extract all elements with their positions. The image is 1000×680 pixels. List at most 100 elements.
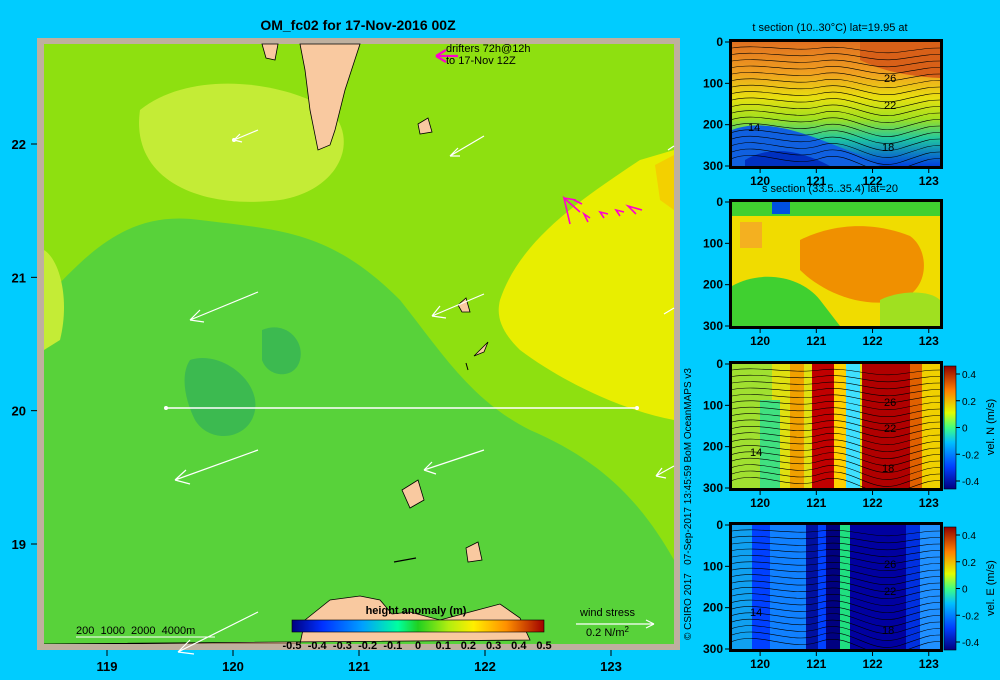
credit-text: © CSIRO 2017 07-Sep-2017 13:45:59 BoM Oc… [683, 368, 694, 640]
isotherm [732, 593, 940, 606]
map-y-tick-label: 20 [12, 404, 26, 419]
isotherm [732, 78, 940, 88]
colorbar-tick-label: -0.3 [333, 640, 352, 652]
t-contour-label: 14 [748, 122, 760, 134]
map-x-tick-label: 123 [600, 659, 622, 674]
colorbar-tick-label: -0.4 [962, 477, 980, 488]
isotherm [732, 638, 940, 649]
section-x-tick-label: 121 [806, 496, 826, 510]
s-section-salty [800, 226, 924, 303]
vel-n-contours [732, 368, 940, 488]
vel-e-colorbar-label: vel. E (m/s) [985, 560, 997, 616]
colorbar-tick-label: -0.2 [962, 611, 980, 622]
colorbar-tick-label: 0.4 [962, 370, 976, 381]
wind-arrow [177, 611, 259, 655]
anomaly-field-high-nw [139, 83, 344, 202]
isotherm [732, 464, 940, 480]
drifter-legend-arrow [435, 49, 458, 63]
isotherm [732, 561, 940, 571]
section-x-tick-label: 123 [919, 657, 939, 671]
vel-n-axes: 120 121 122 123 0 100 200 300 [703, 357, 939, 510]
section-x-tick-label: 122 [863, 174, 883, 188]
s-section-surface [732, 202, 940, 216]
land-northwest [261, 43, 279, 61]
section-y-tick-label: 0 [716, 357, 723, 371]
t-section-contours [732, 46, 940, 166]
section-x-tick-label: 123 [919, 334, 939, 348]
isotherm [732, 374, 940, 383]
map-x-tick-label: 120 [222, 659, 244, 674]
isotherm [732, 65, 940, 74]
isotherm [732, 548, 940, 557]
isotherm [732, 148, 940, 165]
isotherm [732, 110, 940, 123]
drifter-note-line-1: drifters 72h@12h [446, 43, 531, 55]
t-contour-label: 26 [884, 73, 896, 85]
section-y-tick-label: 100 [703, 398, 723, 412]
section-x-tick-label: 121 [806, 334, 826, 348]
isotherm [732, 155, 940, 166]
vel-n-band [760, 400, 780, 488]
colorbar-tick-label: 0.2 [962, 558, 976, 569]
vel-e-contours [732, 529, 940, 649]
section-y-tick-label: 200 [703, 440, 723, 454]
vel-n-band [922, 364, 940, 488]
land-reef [393, 557, 417, 563]
colorbar-tick-label: 0.5 [536, 640, 551, 652]
vel-e-contour-label: 14 [750, 607, 762, 619]
figure-title: OM_fc02 for 17-Nov-2016 00Z [260, 17, 456, 33]
colorbar-tick-label: -0.2 [358, 640, 377, 652]
section-x-tick-label: 121 [806, 174, 826, 188]
wind-stress-legend-head [645, 619, 655, 629]
isotherm [732, 457, 940, 473]
isotherm [732, 631, 940, 648]
isotherm [732, 612, 940, 627]
section-y-tick-label: 0 [716, 518, 723, 532]
isotherm [732, 419, 940, 431]
colorbar-tick-label: 0.1 [436, 640, 451, 652]
vel-e-colorbar-ticks: 0.4 0.2 0 -0.2 -0.4 [956, 531, 980, 649]
map-x-tick-label: 119 [97, 659, 118, 674]
section-y-tick-label: 300 [703, 319, 723, 333]
isotherm [732, 400, 940, 410]
map-y-tick-label: 21 [12, 270, 26, 285]
drifter-track [614, 208, 625, 217]
isotherm [732, 104, 940, 116]
colorbar-tick-label: -0.4 [962, 638, 980, 649]
section-y-tick-label: 300 [703, 159, 723, 173]
t-contour-label: 18 [882, 142, 894, 154]
colorbar-tick-label: 0.4 [962, 531, 976, 542]
land-island-4 [401, 479, 425, 509]
section-x-tick-label: 122 [863, 334, 883, 348]
wind-stress-arrows [174, 129, 675, 655]
vel-n-colorbar-label: vel. N (m/s) [985, 399, 997, 455]
isotherm [732, 142, 940, 158]
t-section-warm-east [860, 42, 940, 78]
section-y-tick-label: 200 [703, 601, 723, 615]
section-y-tick-label: 100 [703, 559, 723, 573]
map-y-axis: 19 20 21 22 [12, 137, 37, 552]
wind-arrow [667, 145, 675, 151]
isotherm [732, 477, 940, 488]
section-y-tick-label: 300 [703, 642, 723, 656]
map-y-tick-label: 22 [12, 137, 26, 152]
isotherm [732, 574, 940, 585]
isotherm [732, 84, 940, 95]
s-section-axes: 120 121 122 123 0 100 200 300 [703, 195, 939, 348]
wind-arrow [449, 135, 485, 157]
anomaly-field-minima-b [262, 327, 301, 375]
height-colorbar [291, 619, 545, 633]
colorbar-tick-label: -0.5 [283, 640, 302, 652]
isotherm [732, 46, 940, 54]
vel-n-band [862, 364, 910, 488]
drifter-track [562, 195, 581, 225]
isotherm [732, 116, 940, 130]
section-y-tick-label: 100 [703, 76, 723, 90]
vel-e-contour-label: 22 [884, 586, 896, 598]
s-section-west-warm [740, 222, 762, 248]
isotherm [732, 580, 940, 592]
section-y-tick-label: 100 [703, 236, 723, 250]
isotherm [732, 470, 940, 487]
colorbar-tick-label: -0.4 [308, 640, 328, 652]
isotherm [732, 529, 940, 537]
